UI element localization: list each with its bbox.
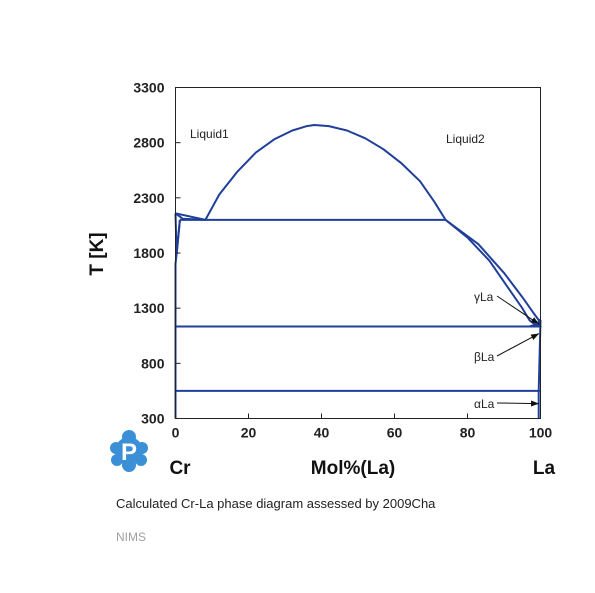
region-label-liquid2: Liquid2 <box>446 132 485 146</box>
x-tick-label: 100 <box>529 425 553 441</box>
figure-caption: Calculated Cr-La phase diagram assessed … <box>116 496 436 511</box>
phase-boundary-6 <box>444 219 536 326</box>
y-ticks: 300 800 1300 1800 2300 2800 3300 <box>133 80 181 427</box>
phase-label-alpha-la: αLa <box>474 397 495 411</box>
phase-arrow-head <box>530 333 540 340</box>
element-label-left: Cr <box>169 458 191 479</box>
phase-boundary-7 <box>445 219 541 321</box>
y-tick-label: 800 <box>141 355 165 371</box>
phase-arrow-head <box>530 400 540 407</box>
y-tick-label: 1300 <box>133 300 164 316</box>
organization-label: NIMS <box>116 530 146 544</box>
x-ticks: 0 20 40 60 80 100 <box>172 413 553 441</box>
phase-boundary-12 <box>537 319 542 419</box>
y-tick-label: 3300 <box>133 80 164 96</box>
x-tick-label: 60 <box>387 425 403 441</box>
phase-boundary-2 <box>175 212 206 221</box>
y-axis-title: T [K] <box>87 232 108 275</box>
phase-label-arrows <box>496 295 540 407</box>
phase-boundary-0 <box>204 124 447 221</box>
x-tick-label: 0 <box>172 425 180 441</box>
y-tick-label: 1800 <box>133 245 164 261</box>
phase-arrow-line <box>496 295 540 325</box>
element-label-right: La <box>533 458 556 479</box>
p-logo-icon: P <box>110 430 148 472</box>
phase-arrow-head <box>530 317 540 325</box>
x-tick-label: 80 <box>460 425 476 441</box>
phase-boundaries <box>174 124 542 419</box>
y-tick-label: 2300 <box>133 190 164 206</box>
y-tick-label: 2800 <box>133 135 164 151</box>
region-label-liquid1: Liquid1 <box>190 127 229 141</box>
y-tick-label: 300 <box>141 411 165 427</box>
phase-label-beta-la: βLa <box>474 350 495 364</box>
phase-boundary-4 <box>174 219 181 419</box>
x-tick-label: 40 <box>314 425 330 441</box>
logo-letter: P <box>121 439 137 466</box>
x-tick-label: 20 <box>241 425 257 441</box>
x-axis-title: Mol%(La) <box>311 458 395 479</box>
phase-label-gamma-la: γLa <box>474 290 494 304</box>
